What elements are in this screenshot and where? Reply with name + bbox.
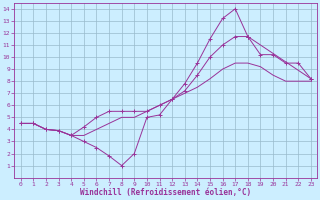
X-axis label: Windchill (Refroidissement éolien,°C): Windchill (Refroidissement éolien,°C) xyxy=(80,188,252,197)
